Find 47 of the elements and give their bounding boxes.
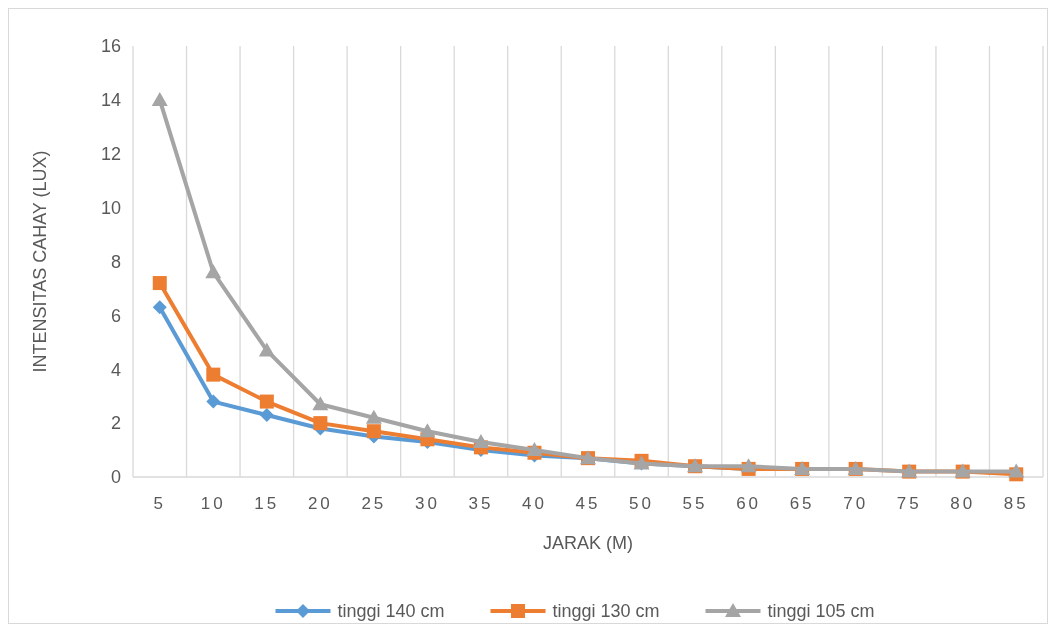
point (259, 394, 274, 409)
x-tick-label: 45 (575, 494, 601, 513)
x-tick-label: 35 (468, 494, 494, 513)
point (206, 394, 221, 409)
point (313, 416, 328, 431)
y-tick-label: 4 (110, 359, 121, 380)
x-tick-label: 10 (200, 494, 226, 513)
y-axis-title: INTENSITAS CAHAY (LUX) (30, 150, 50, 373)
point (206, 367, 221, 382)
x-tick-label: 85 (1003, 494, 1029, 513)
x-tick-label: 55 (682, 494, 708, 513)
point (419, 423, 436, 438)
x-tick-label: 50 (629, 494, 654, 513)
point (205, 264, 222, 279)
x-tick-label: 20 (307, 494, 333, 513)
x-tick-label: 75 (896, 494, 922, 513)
x-tick-label: 40 (522, 494, 547, 513)
x-tick-label: 70 (843, 494, 869, 513)
y-tick-label: 6 (110, 305, 121, 326)
x-tick-label: 5 (153, 494, 166, 513)
x-axis-title: JARAK (M) (543, 533, 633, 553)
x-tick-label: 80 (950, 494, 976, 513)
point (152, 300, 167, 315)
point (259, 408, 274, 423)
point (1008, 463, 1025, 478)
point (152, 276, 167, 291)
y-tick-label: 2 (110, 413, 121, 434)
point (472, 433, 489, 448)
point (258, 342, 275, 357)
y-tick-label: 12 (100, 144, 121, 165)
legend-label: tinggi 105 cm (767, 601, 875, 622)
y-tick-label: 16 (100, 36, 121, 57)
point (366, 424, 381, 439)
x-tick-label: 65 (789, 494, 815, 513)
legend-label: tinggi 130 cm (552, 601, 660, 622)
y-tick-label: 8 (110, 251, 121, 272)
legend-label: tinggi 140 cm (337, 601, 445, 622)
x-tick-label: 30 (414, 494, 440, 513)
point (151, 91, 168, 106)
y-tick-label: 0 (110, 467, 121, 488)
y-tick-label: 10 (100, 197, 121, 218)
x-tick-label: 60 (736, 494, 762, 513)
y-tick-label: 14 (100, 90, 121, 111)
x-tick-label: 15 (254, 494, 280, 513)
point (312, 396, 329, 411)
point (365, 409, 382, 424)
x-tick-label: 25 (361, 494, 387, 513)
